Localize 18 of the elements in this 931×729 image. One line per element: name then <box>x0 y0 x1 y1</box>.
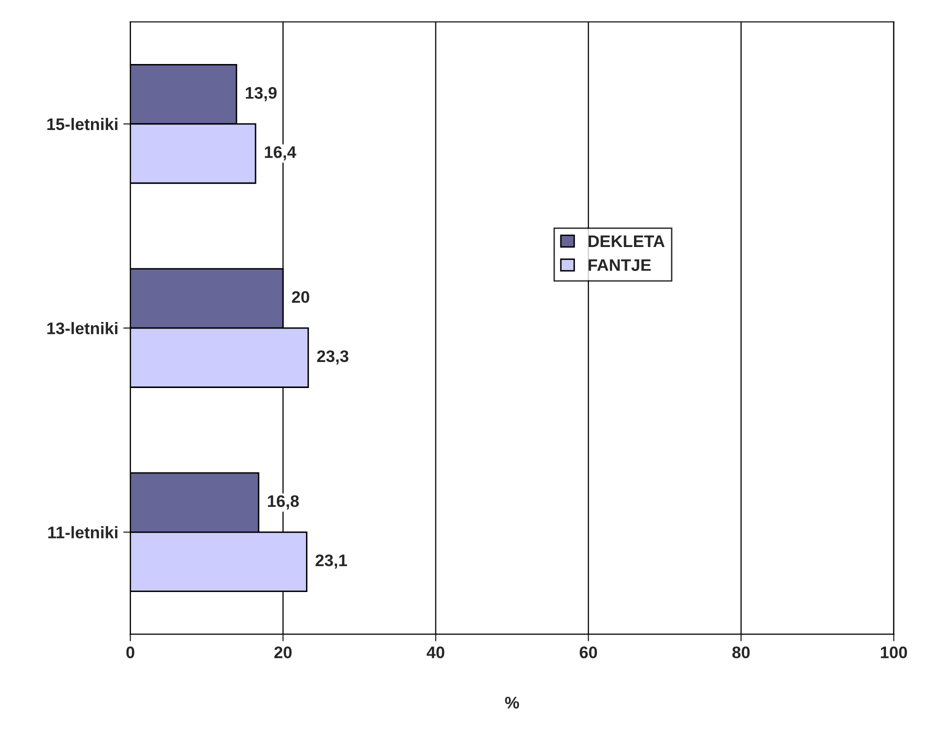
x-tick-label: 100 <box>880 646 907 658</box>
data-label: 20 <box>292 291 310 303</box>
x-tick-label: 80 <box>732 646 750 658</box>
x-axis-title: % <box>505 696 520 709</box>
y-tick-label: 15-letniki <box>47 118 118 130</box>
data-label: 23,1 <box>316 554 347 569</box>
data-label: 23,3 <box>317 350 348 365</box>
x-tick-label: 0 <box>126 646 134 658</box>
x-tick-label: 40 <box>426 646 444 658</box>
data-label: 16,8 <box>268 495 299 510</box>
y-tick-label: 11-letniki <box>48 526 118 538</box>
data-label: 16,4 <box>264 146 296 160</box>
x-tick-label: 20 <box>274 646 292 658</box>
legend-label: FANTJE <box>588 259 651 271</box>
x-tick-label: 60 <box>580 646 597 658</box>
y-tick-label: 13-letniki <box>47 322 118 334</box>
legend-label: DEKLETA <box>588 235 665 247</box>
data-label: 13,9 <box>246 87 277 102</box>
